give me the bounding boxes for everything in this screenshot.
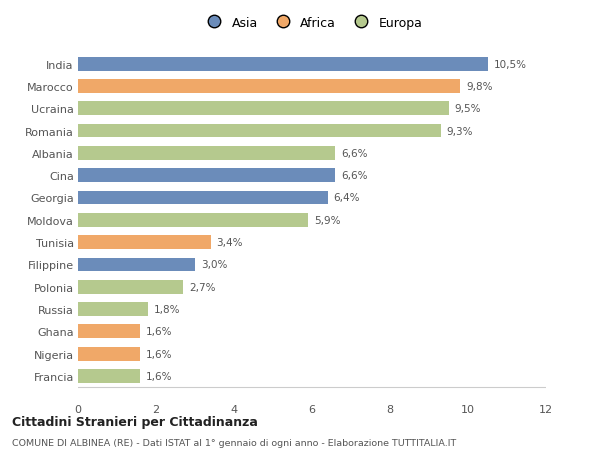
Text: 9,5%: 9,5% xyxy=(454,104,481,114)
Text: 10,5%: 10,5% xyxy=(493,60,526,69)
Text: 1,6%: 1,6% xyxy=(146,349,173,359)
Text: COMUNE DI ALBINEA (RE) - Dati ISTAT al 1° gennaio di ogni anno - Elaborazione TU: COMUNE DI ALBINEA (RE) - Dati ISTAT al 1… xyxy=(12,438,456,448)
Text: 6,6%: 6,6% xyxy=(341,171,368,181)
Text: 1,6%: 1,6% xyxy=(146,371,173,381)
Text: Cittadini Stranieri per Cittadinanza: Cittadini Stranieri per Cittadinanza xyxy=(12,415,258,428)
Bar xyxy=(78,369,140,383)
Bar xyxy=(78,169,335,183)
Text: 1,6%: 1,6% xyxy=(146,327,173,336)
Text: 1,8%: 1,8% xyxy=(154,304,181,314)
Bar xyxy=(78,57,487,72)
Bar xyxy=(78,325,140,339)
Bar xyxy=(78,124,441,138)
Bar xyxy=(78,146,335,161)
Bar xyxy=(78,302,148,316)
Text: 9,3%: 9,3% xyxy=(446,126,473,136)
Text: 9,8%: 9,8% xyxy=(466,82,493,92)
Text: 2,7%: 2,7% xyxy=(189,282,215,292)
Text: 6,4%: 6,4% xyxy=(334,193,360,203)
Text: 6,6%: 6,6% xyxy=(341,149,368,158)
Legend: Asia, Africa, Europa: Asia, Africa, Europa xyxy=(197,12,427,35)
Bar xyxy=(78,191,328,205)
Bar xyxy=(78,347,140,361)
Bar xyxy=(78,213,308,227)
Bar xyxy=(78,80,460,94)
Text: 3,0%: 3,0% xyxy=(201,260,227,270)
Text: 5,9%: 5,9% xyxy=(314,215,340,225)
Bar xyxy=(78,102,449,116)
Text: 3,4%: 3,4% xyxy=(217,238,243,247)
Bar xyxy=(78,258,195,272)
Bar xyxy=(78,280,184,294)
Bar xyxy=(78,235,211,250)
